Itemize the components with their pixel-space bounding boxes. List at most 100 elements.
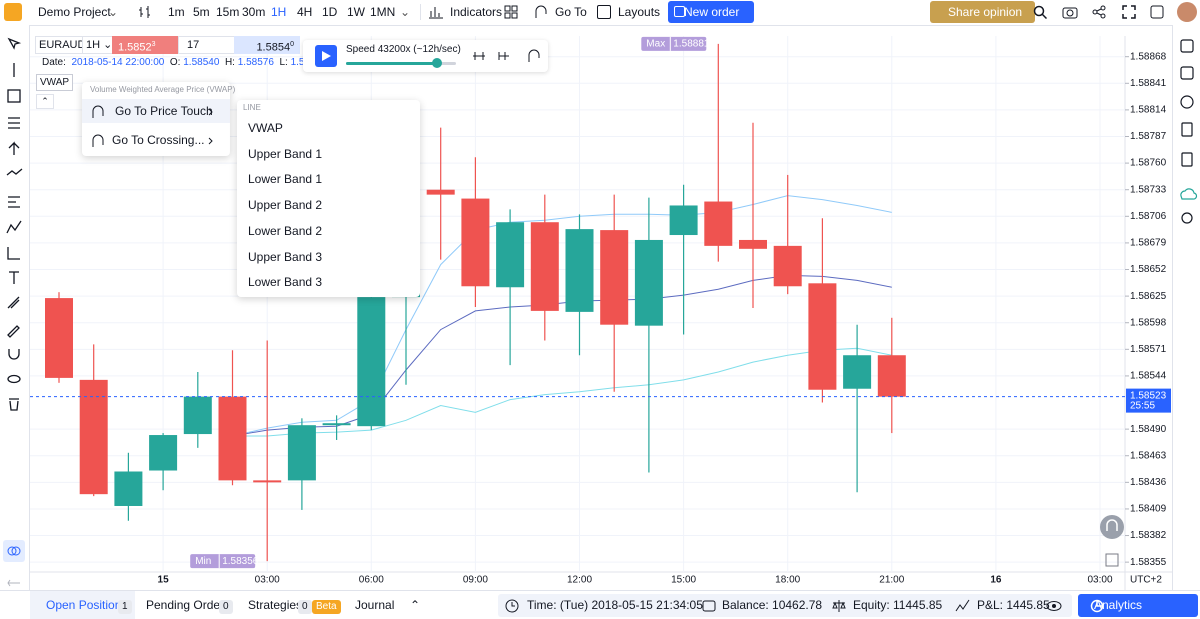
hide-pnl-icon[interactable] [1046,600,1062,612]
logo[interactable] [4,3,22,21]
open-label: O: [169,57,181,68]
high-label: H: [224,57,235,68]
candle-body [808,283,837,390]
visibility-tool[interactable] [7,374,21,384]
submenu-item[interactable]: Lower Band 1 [248,172,323,187]
indicator-button[interactable]: VWAP [36,74,74,91]
position-tool[interactable] [8,196,20,208]
candle-body [322,423,351,426]
timeframe-button[interactable]: 15m [216,5,240,19]
timeframe-button[interactable]: 1MN [370,5,396,19]
cloud-icon[interactable] [1180,188,1198,200]
time: Time: (Tue) 2018-05-15 21:34:05 [527,598,703,612]
menu-item[interactable]: Go To Crossing... [112,133,205,147]
top-toolbar: Demo Project ⌄ 1m 5m 15m 30m 1H 4H 1D 1W 1MN ⌄ I… [0,0,1200,26]
share-opinion-button[interactable]: Share opinion [930,1,1035,23]
collapse-button[interactable]: ⌃ [36,94,54,109]
avatar[interactable] [1177,2,1197,22]
tab-label[interactable]: Open Positions [46,598,128,612]
watchlist-icon[interactable] [1180,39,1194,53]
tab-count: 0 [298,600,312,614]
templates-icon[interactable] [504,5,518,19]
pen-tool[interactable] [7,325,20,338]
timeframe-button[interactable]: 1m [168,5,185,19]
timeframe-button[interactable]: 30m [242,5,266,19]
symbol-timeframe[interactable]: 1H ⌄ [82,36,117,54]
share-icon[interactable] [1092,5,1106,19]
timeframe-button[interactable]: 1D [322,5,338,19]
step-forward[interactable] [498,52,509,60]
text-tool[interactable] [9,271,19,284]
submenu-item[interactable]: Upper Band 2 [248,198,323,213]
delete-tool[interactable] [9,398,19,411]
fit-button[interactable] [1105,553,1119,567]
expand-chevron[interactable]: ⌃ [410,598,421,612]
step-back[interactable] [473,52,485,60]
bottom-bar: Open Positions 1 Pending Orders 0 Strate… [0,590,1200,619]
screenshot-icon[interactable] [1062,5,1078,19]
pattern-tool[interactable] [6,168,23,176]
news-icon[interactable] [1181,152,1193,167]
measure-tool[interactable] [7,247,20,260]
submenu-item[interactable]: Upper Band 3 [248,249,323,264]
tab-label[interactable]: Journal [355,598,395,612]
shape-tool[interactable] [7,89,21,103]
fib-tool[interactable] [8,117,20,129]
tab-label[interactable]: Pending Orders [146,598,231,612]
submenu-item[interactable]: Lower Band 2 [248,223,323,238]
ohlc-header: Date: 2018-05-14 22:00:00 O: 1.58540 H: … [42,56,327,70]
bid-button[interactable]: 1.58523 [112,36,184,54]
sync-tool[interactable] [3,540,25,562]
brush-tool[interactable] [7,296,20,309]
indicators-button[interactable]: Indicators [450,5,503,19]
timeframe-button[interactable]: 1H [271,5,287,19]
menu-icon[interactable] [1150,5,1164,19]
chart-type-icon[interactable] [138,5,154,19]
chevron[interactable]: ⌄ [108,5,119,19]
settings-icon[interactable] [1181,212,1193,224]
ask-pip: 0 [290,41,294,48]
timeframe-button[interactable]: 1W [347,5,365,19]
timeframe-button[interactable]: 4H [297,5,313,19]
ask-button[interactable]: 1.58540 [234,36,300,54]
chevron[interactable]: ⌄ [400,5,411,19]
tab-label[interactable]: Strategies [248,598,303,612]
elliott-tool[interactable] [6,220,22,234]
candle-body [773,245,802,287]
candle-body [45,298,73,378]
new-order-button[interactable]: New order [668,1,754,23]
candle-body [79,379,108,495]
layouts-icon[interactable] [597,5,611,19]
submenu-item[interactable]: VWAP [248,121,283,135]
goto-button[interactable]: Go To [555,5,587,19]
high: 1.58576 [237,57,274,68]
submenu-item[interactable]: Lower Band 3 [248,275,323,290]
analytics-button[interactable]: Analytics [1078,594,1198,617]
magnet-tool[interactable] [8,349,20,360]
alerts-icon[interactable] [1180,95,1194,109]
y-tick-label: 1.58814 [1130,105,1167,116]
jump[interactable] [528,49,540,62]
layouts-button[interactable]: Layouts [618,5,661,19]
submenu-item[interactable]: Upper Band 1 [248,146,323,161]
arrow-tool[interactable] [8,141,20,155]
search-icon[interactable] [1033,5,1047,19]
calendar-icon[interactable] [1180,66,1194,80]
goto-icon[interactable] [533,5,549,19]
active-tab-bg [30,591,135,619]
indicators-icon[interactable] [428,5,444,19]
replay-jump-button[interactable] [1100,515,1124,539]
symbol[interactable]: EURAUD [35,36,90,54]
fullscreen-icon[interactable] [1122,5,1136,19]
timeframe-button[interactable]: 5m [193,5,210,19]
notes-icon[interactable] [1181,122,1193,137]
y-tick-label: 1.58760 [1130,158,1167,169]
speed-slider-knob[interactable] [432,58,442,68]
status-bg [498,594,1072,617]
project-select[interactable]: Demo Project [38,5,111,19]
undo-tool[interactable] [7,579,20,587]
candle-body [357,297,386,427]
menu-item[interactable]: Go To Price Touch [82,99,230,123]
cursor-tool[interactable] [7,37,22,50]
speed-slider-fill [346,62,438,65]
